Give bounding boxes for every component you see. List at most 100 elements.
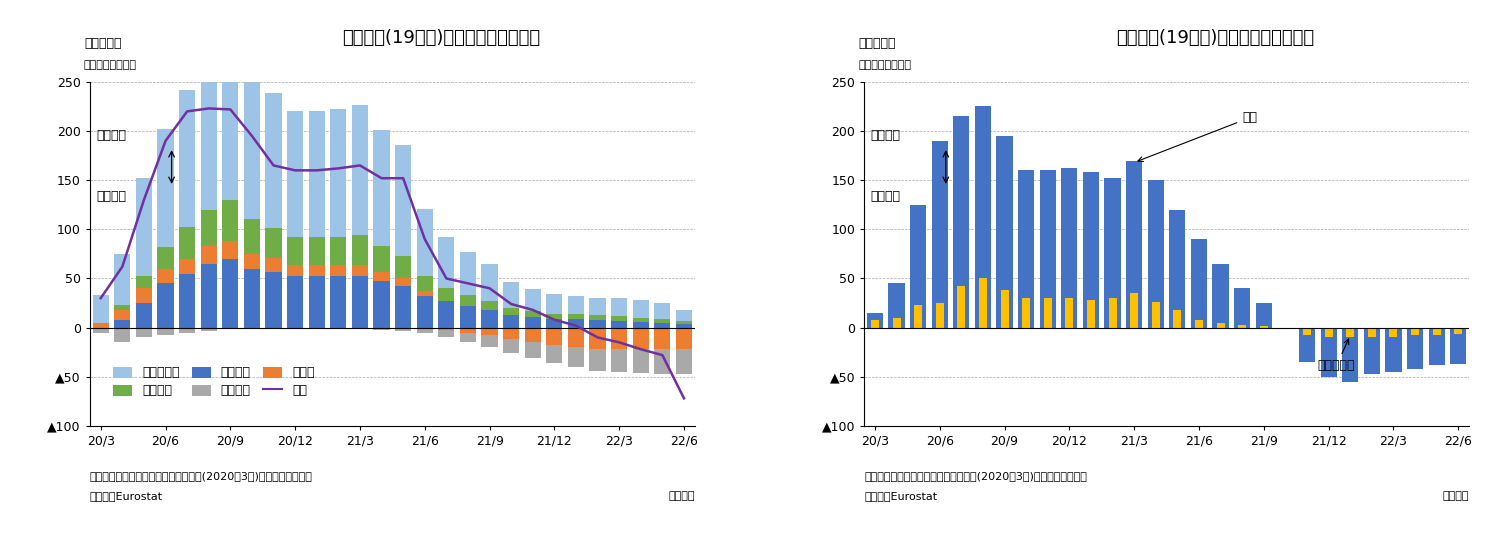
Bar <box>589 315 606 320</box>
Bar <box>93 328 109 333</box>
Bar <box>953 116 970 328</box>
Bar <box>481 335 498 347</box>
Bar <box>525 289 541 311</box>
Bar <box>589 328 606 349</box>
Bar <box>201 62 217 210</box>
Bar <box>1130 293 1138 328</box>
Bar <box>654 303 670 319</box>
Bar <box>589 320 606 328</box>
Bar <box>910 205 926 328</box>
Bar <box>889 283 905 328</box>
Bar <box>1043 298 1052 328</box>
Bar <box>1303 328 1312 335</box>
Bar <box>178 274 195 328</box>
Bar <box>114 320 130 328</box>
Bar <box>373 328 390 330</box>
Text: 全体: 全体 <box>1138 111 1258 162</box>
Bar <box>157 247 174 269</box>
Text: （月次）: （月次） <box>669 491 696 501</box>
Bar <box>1300 328 1315 362</box>
Bar <box>1190 239 1207 328</box>
Bar <box>1126 161 1142 328</box>
Bar <box>417 328 433 333</box>
Bar <box>201 264 217 328</box>
Bar <box>1364 328 1381 374</box>
Bar <box>866 313 883 328</box>
Bar <box>525 328 541 342</box>
Bar <box>396 256 411 278</box>
Bar <box>633 300 649 318</box>
Bar <box>525 311 541 317</box>
Bar <box>525 317 541 328</box>
Bar <box>244 269 259 328</box>
Bar <box>1238 325 1246 328</box>
Bar <box>1259 325 1268 328</box>
Bar <box>460 252 477 295</box>
Bar <box>676 310 693 321</box>
Bar <box>1411 328 1420 335</box>
Bar <box>676 321 693 324</box>
Bar <box>330 276 346 328</box>
Bar <box>935 303 944 328</box>
Bar <box>373 246 390 271</box>
Bar <box>568 319 585 328</box>
Bar <box>1256 303 1271 328</box>
Bar <box>178 328 195 333</box>
Bar <box>1408 328 1423 369</box>
Bar <box>309 276 325 328</box>
Bar <box>288 237 303 265</box>
Bar <box>352 235 369 265</box>
Bar <box>1109 298 1117 328</box>
Bar <box>265 228 282 258</box>
Title: ユーロ圏(19か国)の累積失業者数変化: ユーロ圏(19か国)の累積失業者数変化 <box>1115 29 1315 47</box>
Bar <box>157 283 174 328</box>
Text: （注）季節調整値、「コロナショック(2020年3月)」からの累積人数: （注）季節調整値、「コロナショック(2020年3月)」からの累積人数 <box>90 471 313 480</box>
Bar <box>460 328 477 333</box>
Bar <box>1040 170 1055 328</box>
Bar <box>201 246 217 264</box>
Bar <box>396 278 411 286</box>
Bar <box>1018 170 1034 328</box>
Bar <box>504 340 519 353</box>
Bar <box>352 265 369 276</box>
Bar <box>438 330 454 337</box>
Bar <box>309 111 325 237</box>
Bar <box>330 109 346 237</box>
Bar <box>1213 264 1229 328</box>
Bar <box>244 74 259 219</box>
Bar <box>93 295 109 323</box>
Bar <box>546 314 562 319</box>
Bar <box>525 342 541 358</box>
Bar <box>546 328 562 345</box>
Bar <box>633 318 649 322</box>
Bar <box>1367 328 1376 337</box>
Bar <box>1169 210 1186 328</box>
Bar <box>1217 323 1225 328</box>
Title: ユーロ圏(19か国)の累積失業者数変化: ユーロ圏(19か国)の累積失業者数変化 <box>342 29 540 47</box>
Text: うち若年層: うち若年層 <box>1318 339 1355 372</box>
Bar <box>438 301 454 328</box>
Text: 失業者減: 失業者減 <box>871 190 901 203</box>
Bar <box>373 130 390 246</box>
Bar <box>244 254 259 269</box>
Bar <box>201 328 217 330</box>
Bar <box>612 349 627 372</box>
Bar <box>373 271 390 281</box>
Bar <box>568 328 585 347</box>
Bar <box>546 294 562 314</box>
Bar <box>1105 178 1121 328</box>
Bar <box>460 306 477 328</box>
Bar <box>1000 290 1009 328</box>
Bar <box>974 106 991 328</box>
Bar <box>438 288 454 301</box>
Bar <box>654 349 670 374</box>
Bar <box>288 111 303 237</box>
Text: （図表４）: （図表４） <box>857 37 895 50</box>
Bar <box>1082 173 1099 328</box>
Bar <box>481 310 498 328</box>
Bar <box>114 328 130 342</box>
Bar <box>460 295 477 306</box>
Bar <box>1151 302 1160 328</box>
Bar <box>612 328 627 349</box>
Bar <box>352 105 369 235</box>
